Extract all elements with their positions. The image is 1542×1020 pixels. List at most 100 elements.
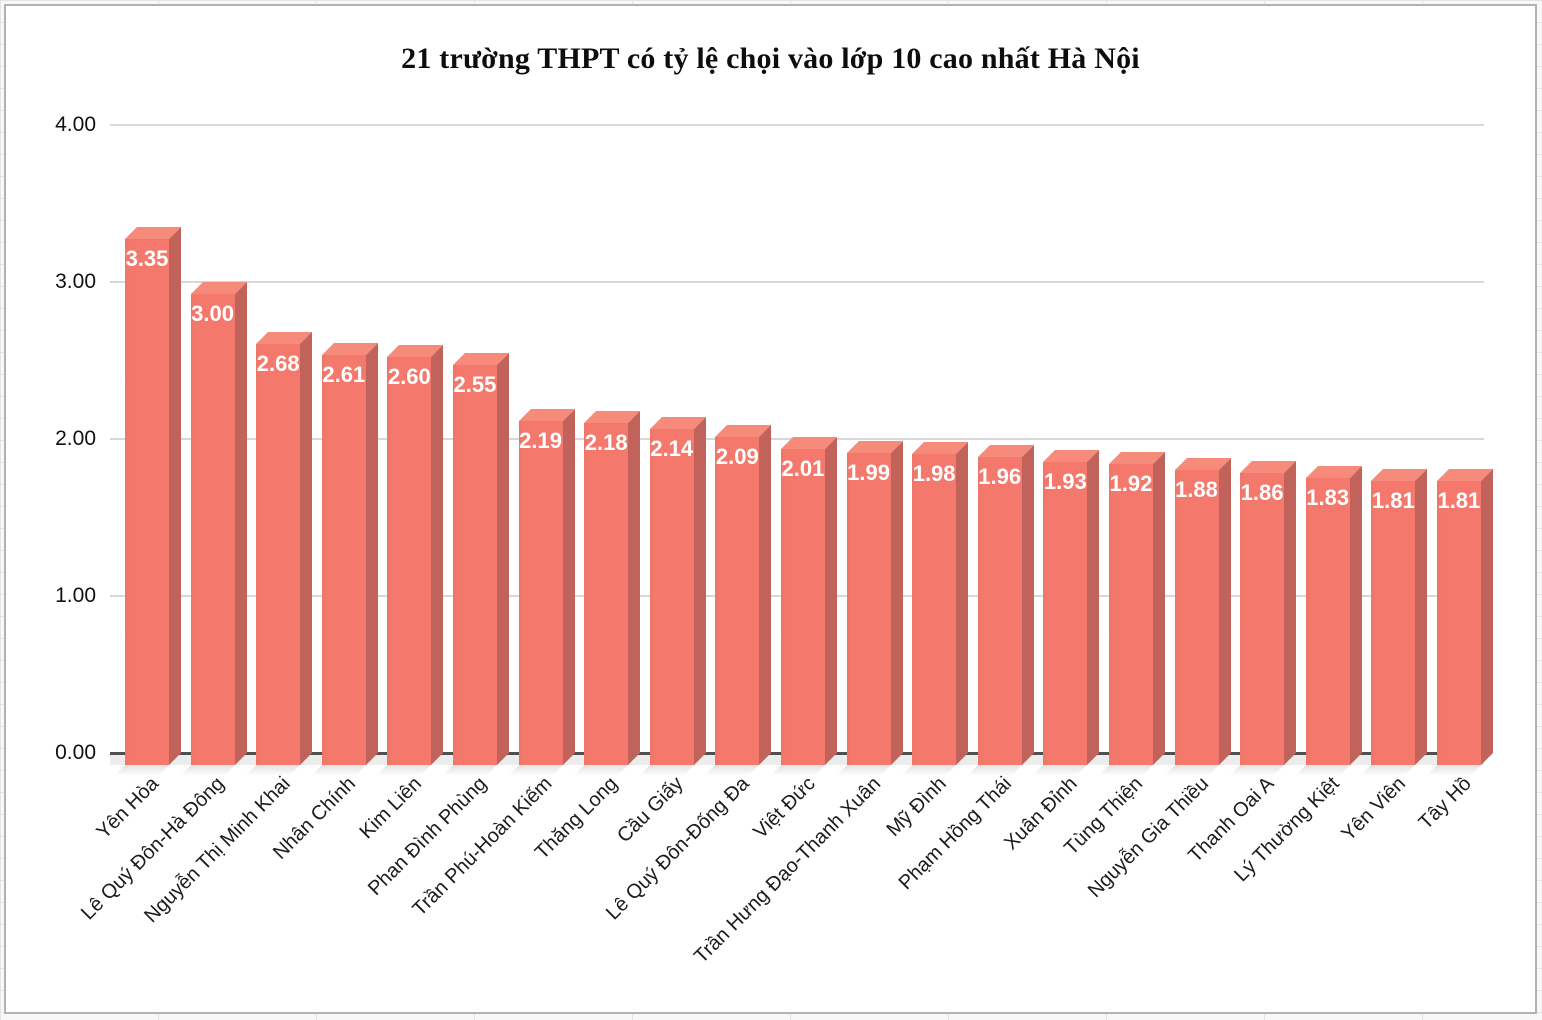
bar-front-face <box>452 365 497 765</box>
bar-value-label: 1.88 <box>1175 477 1218 502</box>
bar: 1.93 <box>1032 450 1100 776</box>
bar: 2.60 <box>376 345 444 776</box>
bar-floor-shadow <box>835 765 891 776</box>
chart-title: 21 trường THPT có tỷ lệ chọi vào lớp 10 … <box>401 42 1140 75</box>
bar-value-label: 1.81 <box>1437 488 1481 513</box>
bar-side-face <box>169 227 181 765</box>
bar-front-face <box>1371 481 1416 765</box>
bar-side-face <box>562 409 575 765</box>
bar: 2.18 <box>573 411 641 776</box>
bar-side-face <box>300 332 313 765</box>
bar-floor-shadow <box>966 765 1022 776</box>
bar: 1.96 <box>966 445 1034 776</box>
bar-value-label: 1.86 <box>1240 480 1284 505</box>
bar-floor-shadow <box>1229 765 1285 776</box>
bar: 1.98 <box>901 442 969 776</box>
bar-value-label: 2.61 <box>322 362 366 387</box>
bar-value-label: 1.92 <box>1109 471 1153 496</box>
bar-floor-shadow <box>573 765 629 776</box>
bar-floor-shadow <box>245 765 301 776</box>
bar-side-face <box>1349 466 1362 765</box>
bar-value-label: 2.18 <box>584 430 628 455</box>
x-axis-label: Nguyễn Gia Thiều <box>1083 772 1213 902</box>
bar: 3.00 <box>179 282 247 776</box>
bar-front-face <box>1305 478 1350 765</box>
bar-floor-shadow <box>507 765 563 776</box>
bar: 2.14 <box>638 417 706 776</box>
bar-value-label: 3.35 <box>125 246 169 271</box>
bar-side-face <box>234 282 247 765</box>
bar-side-face <box>1152 452 1165 765</box>
bar-floor-shadow <box>376 765 432 776</box>
bar-side-face <box>1415 469 1428 765</box>
bar-side-face <box>824 437 837 765</box>
bar-floor-shadow <box>1294 765 1350 776</box>
bar-value-label: 2.68 <box>256 351 300 376</box>
y-axis-tick-label: 4.00 <box>55 113 96 136</box>
bar-floor-shadow <box>441 765 497 776</box>
bar-side-face <box>759 425 772 765</box>
bar: 2.09 <box>704 425 772 776</box>
bar: 2.68 <box>245 332 313 776</box>
bar-value-label: 3.00 <box>191 301 234 326</box>
bar-front-face <box>846 453 891 765</box>
bar-floor-shadow <box>1032 765 1088 776</box>
bar-floor-shadow <box>1097 765 1153 776</box>
bar-value-label: 2.01 <box>781 456 825 481</box>
plot-area: 4.00 3.00 2.00 1.00 0.00 3.35 3.00 2.68 2.61 2.60… <box>6 6 1535 1012</box>
bar-value-label: 2.14 <box>650 436 694 461</box>
bar: 1.81 <box>1425 469 1493 776</box>
bar: 2.01 <box>769 437 837 776</box>
y-axis-tick-label: 0.00 <box>55 741 96 764</box>
bar: 1.86 <box>1229 461 1297 776</box>
x-axis-label: Tây Hồ <box>1414 772 1476 834</box>
bar-front-face <box>584 423 629 765</box>
bar-front-face <box>256 344 301 765</box>
bar-value-label: 1.83 <box>1306 485 1350 510</box>
bar-front-face <box>649 429 694 765</box>
bar: 3.35 <box>114 227 181 776</box>
bar-front-face <box>780 449 825 765</box>
bar-front-face <box>1108 464 1153 765</box>
bar-floor-shadow <box>179 765 235 776</box>
bar-side-face <box>1480 469 1493 765</box>
bar-value-label: 2.19 <box>519 428 562 453</box>
bar-front-face <box>125 239 169 765</box>
bar-side-face <box>1284 461 1297 765</box>
bar-side-face <box>1021 445 1034 765</box>
bar-floor-shadow <box>769 765 825 776</box>
bar-floor-shadow <box>638 765 694 776</box>
bar-front-face <box>912 454 957 765</box>
bar-front-face <box>321 355 366 765</box>
gridline <box>110 281 1484 283</box>
bar: 1.83 <box>1294 466 1362 776</box>
bar: 2.19 <box>507 409 575 776</box>
bar-front-face <box>977 457 1022 765</box>
bar: 2.61 <box>310 343 378 776</box>
bar: 1.81 <box>1360 469 1428 776</box>
y-axis-tick-label: 3.00 <box>55 270 96 293</box>
bar-front-face <box>518 421 563 765</box>
chart-panel: 21 trường THPT có tỷ lệ chọi vào lớp 10 … <box>4 4 1537 1014</box>
bar-value-label: 1.93 <box>1043 469 1087 494</box>
gridline <box>110 124 1484 126</box>
bar-side-face <box>365 343 378 765</box>
bar-value-label: 1.99 <box>847 460 890 485</box>
bar: 2.55 <box>441 353 509 776</box>
bar-value-label: 2.55 <box>453 372 497 397</box>
bar: 1.92 <box>1097 452 1165 776</box>
y-axis-tick-label: 2.00 <box>55 427 96 450</box>
bar-floor-shadow <box>1360 765 1416 776</box>
bar-floor-shadow <box>901 765 957 776</box>
bar-floor-shadow <box>1425 765 1481 776</box>
bar-front-face <box>1240 473 1285 765</box>
bar-front-face <box>190 294 235 765</box>
bar-front-face <box>1043 462 1088 765</box>
bar-front-face <box>387 357 432 765</box>
bar-floor-shadow <box>704 765 760 776</box>
bar: 1.99 <box>835 441 903 776</box>
bar-front-face <box>1174 470 1219 765</box>
bar-value-label: 1.96 <box>978 464 1022 489</box>
bar-side-face <box>956 442 969 765</box>
bar-front-face <box>715 437 760 765</box>
